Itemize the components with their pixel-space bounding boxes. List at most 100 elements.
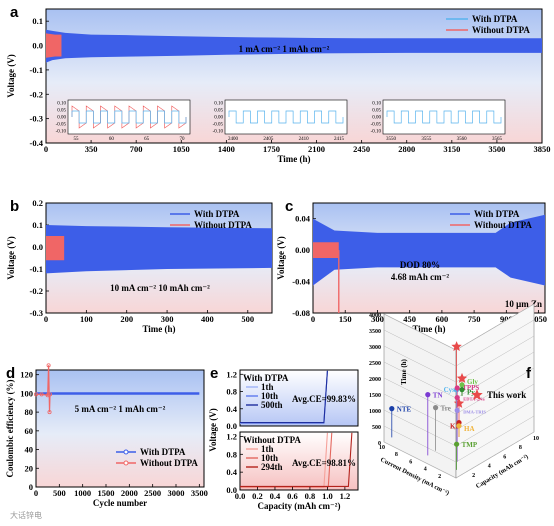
- plot-background: [36, 370, 204, 487]
- legend-label: With DTPA: [140, 447, 186, 457]
- y-tick-label: -0.2: [30, 89, 43, 99]
- y-tick-label: 80: [25, 407, 34, 417]
- inset-y-tick: 0.00: [372, 116, 381, 121]
- inset-y-tick: -0.05: [56, 123, 67, 128]
- inset-x-tick: 65: [144, 137, 150, 142]
- inset-y-tick: -0.05: [371, 123, 382, 128]
- panel-letter: b: [10, 198, 19, 215]
- y-tick-label: 40: [25, 445, 34, 455]
- x-tick-label: 100: [80, 314, 93, 324]
- legend-label: 500th: [261, 400, 283, 410]
- z-tick-label: 4000: [369, 313, 381, 319]
- panel-e: 0.00.40.81.2 With DTPA1th10th500thAvg.CE=…: [208, 365, 358, 511]
- series-without-dtpa: [46, 236, 64, 260]
- inset-x-tick: 55: [74, 137, 80, 142]
- x-tick-label: 10: [379, 445, 385, 451]
- y-tick-label: 0.04: [295, 214, 311, 224]
- y-tick-label: 2: [472, 473, 475, 479]
- legend-label: Without DTPA: [474, 220, 532, 230]
- x-tick-label: 700: [130, 144, 143, 154]
- panel-c: 0 150 300 450 600 750 900 1050-0.08-0.040.000.0…: [276, 198, 547, 334]
- x-tick-label: 400: [201, 314, 214, 324]
- x-tick-label: 0.0: [235, 491, 246, 501]
- x-axis-label: Capacity (mAh cm⁻²): [258, 501, 341, 511]
- inset-y-tick: -0.05: [213, 123, 224, 128]
- y-axis-label: Voltage (V): [6, 54, 16, 97]
- x-tick-label: 3500: [488, 144, 505, 154]
- x-tick-label: 0: [34, 488, 38, 498]
- inset-x-tick: 2410: [299, 137, 310, 142]
- x-tick-label: 3000: [168, 488, 185, 498]
- x-tick-label: 2500: [144, 488, 161, 498]
- x-tick-label: 0.2: [252, 491, 263, 501]
- annotation: 10 mA cm⁻² 10 mAh cm⁻²: [110, 283, 210, 293]
- y-tick-label: 0.0: [32, 41, 43, 51]
- point-label: Cys: [444, 386, 456, 394]
- point-marker: [456, 423, 461, 428]
- x-tick-label: 3500: [191, 488, 208, 498]
- panel-d: 0 500 1000 1500 2000 2500 3000 3500020406080100…: [5, 364, 208, 508]
- x-tick-label: 600: [436, 314, 449, 324]
- legend-marker: [124, 450, 128, 454]
- y-axis-label: Voltage (V): [276, 236, 286, 279]
- legend-label: Without DTPA: [140, 458, 198, 468]
- inset-y-tick: 0.05: [372, 109, 381, 114]
- inset-x-tick: 2415: [334, 137, 345, 142]
- annotation: 5 mA cm⁻² 1 mAh cm⁻²: [75, 404, 166, 414]
- x-tick-label: 1750: [263, 144, 280, 154]
- y-tick-label: 0.1: [32, 220, 43, 230]
- y-tick-label: -0.04: [292, 277, 310, 287]
- y-tick-label: -0.08: [292, 308, 310, 318]
- y-tick-label: 120: [20, 370, 33, 380]
- subplot-without-dtpa: 0.00.40.81.2 Without DTPA1th10th294th Avg.…: [226, 431, 358, 495]
- z-axis-label: Time (h): [400, 358, 408, 384]
- inset-y-tick: 0.10: [372, 102, 381, 107]
- y-tick-label: -0.2: [30, 286, 43, 296]
- x-tick-label: 750: [468, 314, 481, 324]
- y-tick-label: 0: [29, 482, 33, 492]
- z-tick-label: 500: [372, 425, 381, 431]
- x-tick-label: 2100: [308, 144, 325, 154]
- x-tick-label: 8: [395, 452, 398, 458]
- y-tick-label: 8: [519, 445, 522, 451]
- point-marker: [454, 442, 459, 447]
- legend-marker: [124, 461, 128, 465]
- x-tick-label: 0: [44, 314, 48, 324]
- inset-y-tick: -0.10: [213, 130, 224, 135]
- x-tick-label: 1050: [173, 144, 190, 154]
- legend-label: With DTPA: [472, 14, 518, 24]
- inset-x-tick: 3560: [457, 137, 468, 142]
- x-tick-label: 1.2: [340, 491, 351, 501]
- point-marker: [425, 392, 430, 397]
- legend-label: 294th: [261, 462, 283, 472]
- z-tick-label: 2500: [369, 361, 381, 367]
- y-tick-label: 6: [503, 454, 506, 460]
- y-tick-label: 0.2: [32, 198, 43, 208]
- panel-b: 0 100 200 300 400 500 -0.3 -0.2 -0.1 0.0 0.1 0.2 Tim…: [6, 198, 272, 334]
- y-tick-label: 0.0: [226, 421, 237, 431]
- y-tick-label: 0.00: [295, 245, 310, 255]
- inset-x-tick: 3565: [492, 137, 503, 142]
- legend-label: With DTPA: [194, 209, 240, 219]
- point-marker: [459, 387, 464, 392]
- x-tick-label: 2450: [353, 144, 370, 154]
- point-marker: [389, 406, 394, 411]
- inset-y-tick: -0.10: [56, 130, 67, 135]
- series-with-dtpa: [46, 225, 272, 273]
- legend-label: With DTPA: [474, 209, 520, 219]
- x-axis-label: Time (h): [142, 324, 175, 334]
- inset-y-tick: 0.00: [57, 116, 66, 121]
- x-tick-label: 300: [161, 314, 174, 324]
- point-label: TN: [433, 392, 443, 400]
- y-tick-label: 0.8: [226, 449, 237, 459]
- y-axis-label: Coulombic efficiency (%): [5, 380, 15, 478]
- point-label: Tre: [441, 405, 451, 413]
- y-axis-label: Voltage (V): [208, 408, 218, 451]
- point-marker: [455, 395, 460, 400]
- inset-y-tick: 0.10: [214, 102, 223, 107]
- z-tick-label: 2000: [369, 377, 381, 383]
- x-axis-label: Time (h): [277, 154, 310, 164]
- point-marker: [455, 385, 460, 390]
- y-tick-label: 10: [533, 436, 539, 442]
